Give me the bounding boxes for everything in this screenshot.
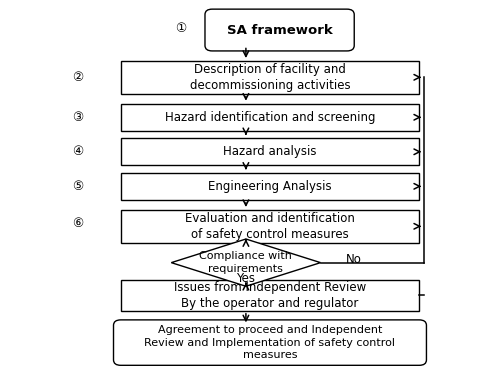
Text: ⑥: ⑥: [72, 217, 83, 230]
Text: ④: ④: [72, 145, 83, 158]
FancyBboxPatch shape: [121, 61, 419, 94]
FancyBboxPatch shape: [121, 138, 419, 165]
FancyBboxPatch shape: [121, 210, 419, 243]
FancyBboxPatch shape: [113, 320, 427, 365]
FancyBboxPatch shape: [205, 9, 354, 51]
Text: Evaluation and identification
of safety control measures: Evaluation and identification of safety …: [185, 212, 355, 241]
Text: Issues from Independent Review
By the operator and regulator: Issues from Independent Review By the op…: [174, 281, 366, 310]
Text: Compliance with
requirements: Compliance with requirements: [200, 251, 292, 274]
Text: SA framework: SA framework: [227, 24, 333, 37]
Text: Hazard identification and screening: Hazard identification and screening: [165, 111, 375, 124]
Text: ⑤: ⑤: [72, 180, 83, 193]
Text: ①: ①: [175, 22, 187, 35]
FancyBboxPatch shape: [121, 104, 419, 131]
Text: No: No: [346, 252, 362, 266]
Text: Yes: Yes: [236, 272, 255, 285]
Text: Engineering Analysis: Engineering Analysis: [208, 180, 332, 193]
Polygon shape: [171, 239, 320, 286]
Text: Hazard analysis: Hazard analysis: [223, 145, 317, 158]
Text: Agreement to proceed and Independent
Review and Implementation of safety control: Agreement to proceed and Independent Rev…: [145, 325, 395, 360]
FancyBboxPatch shape: [121, 173, 419, 200]
FancyBboxPatch shape: [121, 280, 419, 311]
Text: ②: ②: [72, 71, 83, 84]
Text: ③: ③: [72, 111, 83, 124]
Text: Description of facility and
decommissioning activities: Description of facility and decommission…: [189, 63, 350, 92]
